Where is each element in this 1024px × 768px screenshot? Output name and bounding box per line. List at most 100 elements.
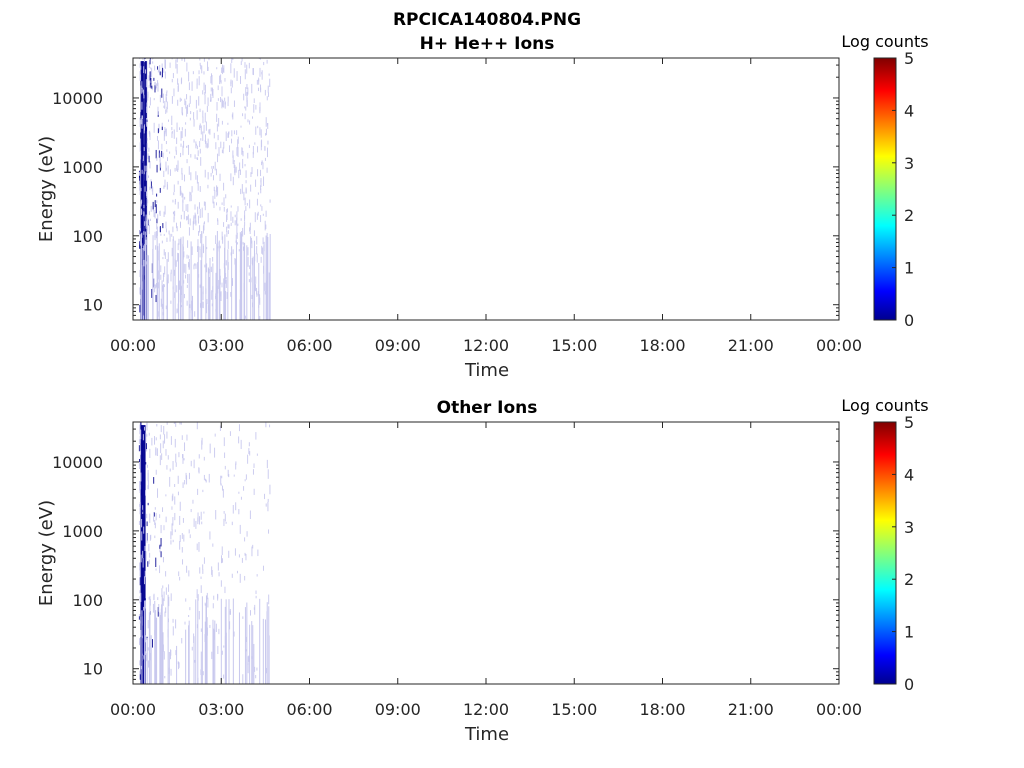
spectrogram-cell [182,517,184,523]
spectrogram-cell [155,617,157,684]
spectrogram-cell [138,462,140,469]
spectrogram-cell [253,643,255,684]
spectrogram-cell [175,650,177,656]
spectrogram-cell [216,67,218,70]
spectrogram-cell [160,551,162,558]
spectrogram-cell [171,126,173,131]
spectrogram-cell [155,231,157,239]
spectrogram-cell [155,83,157,89]
spectrogram-cell [256,253,258,263]
spectrogram-cell [143,655,145,660]
spectrogram-cell [182,482,184,488]
spectrogram-cell [145,261,147,320]
spectrogram-cell [214,620,216,684]
spectrogram-cell [154,82,156,93]
spectrogram-cell [231,114,233,118]
spectrogram-cell [226,226,228,232]
x-tick-label: 21:00 [728,700,774,719]
spectrogram-cell [145,432,147,443]
spectrogram-cell [197,517,199,525]
spectrogram-cell [202,569,204,574]
spectrogram-cell [145,551,147,561]
spectrogram-cell [209,99,211,102]
spectrogram-cell [245,187,247,194]
panel-h-he-ions: H+ He++ Ions 00:00 03:00 06:00 09:00 12:00 15… [36,32,929,381]
spectrogram-cell [139,502,141,509]
y-tick-label: 10 [83,296,103,315]
spectrogram-cell [168,230,170,235]
spectrogram-cell [144,243,146,252]
spectrogram-cell [239,573,241,583]
spectrogram-cell [225,273,227,280]
spectrogram-cell [169,62,171,68]
spectrogram-cell [150,77,152,85]
spectrogram-cell [142,517,144,526]
spectrogram-cell [163,651,165,660]
spectrogram-cell [262,247,264,255]
spectrogram-cell [197,246,199,252]
spectrogram-cell [248,272,250,276]
spectrogram-cell [173,129,175,139]
spectrogram-cell [156,230,158,320]
spectrogram-cell [201,521,203,525]
spectrogram-cell [139,175,141,185]
panel-other-ions: Other Ions 00:00 03:00 06:00 09:00 12:00 15:0… [36,396,929,745]
spectrogram-cell [257,125,259,129]
spectrogram-cell [157,66,159,70]
spectrogram-cell [200,576,202,579]
spectrogram-cell [248,442,250,447]
colorbar-gradient [873,421,897,685]
spectrogram-cell [200,138,202,141]
spectrogram-cell [170,531,172,540]
spectrogram-cell [217,645,219,655]
spectrogram-cell [163,170,165,177]
spectrogram-cell [228,599,230,684]
spectrogram-cell [190,110,192,115]
spectrogram-cell [160,524,162,534]
spectrogram-cell [259,58,261,60]
spectrogram-cell [269,234,271,320]
spectrogram-cell [176,58,178,63]
spectrogram-cell [155,568,157,571]
spectrogram-cell [222,488,224,498]
spectrogram-cell [237,136,239,144]
spectrogram-cell [255,674,257,679]
spectrogram-cell [196,157,198,160]
spectrogram-cell [268,529,270,534]
spectrogram-cell [187,104,189,114]
spectrogram-cell [154,200,156,208]
spectrogram-cell [173,192,175,196]
spectrogram-cell [207,212,209,223]
y-axis-label: Energy (eV) [36,136,57,242]
spectrogram-cell [171,506,173,510]
spectrogram-cell [217,134,219,141]
spectrogram-cell [256,574,258,577]
spectrogram-cell [174,200,176,205]
spectrogram-cell [203,557,205,564]
spectrogram-cell [164,101,166,109]
spectrogram-cell [163,249,165,256]
spectrogram-cell [138,520,140,525]
spectrogram-cell [157,69,159,73]
spectrogram-cell [265,235,267,320]
spectrogram-cell [147,485,149,490]
spectrogram-cell [145,165,147,172]
spectrogram-cell [259,297,261,305]
spectrogram-cell [200,651,202,684]
spectrogram-cell [195,263,197,269]
spectrogram-cell [257,549,259,557]
spectrogram-cell [246,245,248,320]
spectrogram-cell [158,243,160,320]
spectrogram-cell [139,180,141,191]
spectrogram-cell [211,168,213,174]
spectrogram-cell [204,91,206,96]
spectrogram-cell [226,231,228,237]
spectrogram-cell [142,557,144,568]
spectrogram-cell [175,146,177,152]
spectrogram-cell [146,254,148,320]
spectrogram-cell [262,565,264,571]
spectrogram-cell [140,665,142,670]
spectrogram-cell [197,262,199,320]
spectrogram-cell [139,241,141,249]
spectrogram-cell [236,147,238,156]
